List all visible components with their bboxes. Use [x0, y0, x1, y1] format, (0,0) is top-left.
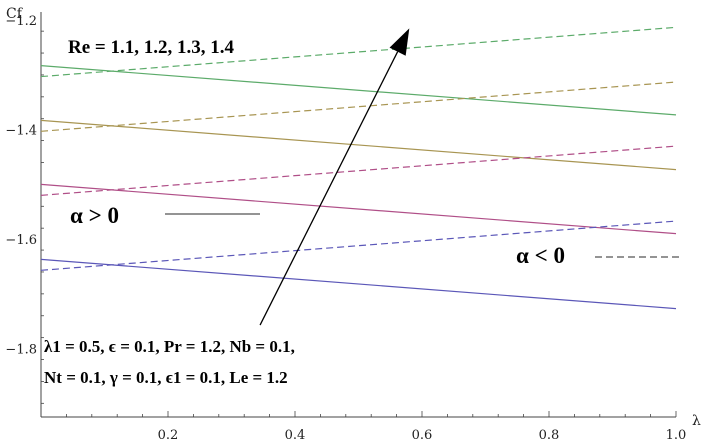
series-line-re-1-4-alpha-positive [40, 65, 677, 116]
y-tick-label: −1.8 [5, 343, 37, 358]
alpha-positive-label: α > 0 [70, 203, 119, 228]
alpha-negative-label: α < 0 [516, 243, 565, 268]
params-line-2: Nt = 0.1, γ = 0.1, ϵ1 = 0.1, Le = 1.2 [44, 368, 288, 387]
series-line-re-1-4-alpha-negative [40, 26, 677, 78]
re-annotation: Re = 1.1, 1.2, 1.3, 1.4 [68, 37, 234, 58]
y-axis-label: Cf [6, 6, 24, 22]
y-tick-label: −1.4 [5, 124, 37, 139]
x-tick-label: 0.8 [539, 428, 560, 443]
trend-arrow-head [389, 28, 410, 56]
series-line-re-1-3-alpha-negative [40, 81, 677, 132]
arrow-layer [259, 28, 410, 326]
series-line-re-1-2-alpha-negative [40, 145, 677, 196]
series-line-re-1-1-alpha-positive [40, 258, 677, 310]
series-line-re-1-2-alpha-positive [40, 183, 677, 235]
x-tick-label: 0.6 [412, 428, 433, 443]
x-tick-label: 0.4 [285, 428, 306, 443]
series-layer [40, 26, 677, 310]
y-tick-label: −1.6 [5, 233, 37, 248]
series-line-re-1-3-alpha-positive [40, 119, 677, 171]
trend-arrow-shaft [259, 51, 399, 326]
axes: 0.2 0.4 0.6 0.8 1.0 −1.2 −1.4 −1.6 −1.8 [5, 12, 686, 443]
params-line-1: λ1 = 0.5, ϵ = 0.1, Pr = 1.2, Nb = 0.1, [44, 337, 295, 356]
x-tick-label: 1.0 [666, 428, 687, 443]
series-line-re-1-1-alpha-negative [40, 220, 677, 271]
x-axis-label: λ [692, 413, 701, 429]
x-tick-label: 0.2 [158, 428, 179, 443]
y-tick-label: −1.2 [5, 14, 37, 29]
